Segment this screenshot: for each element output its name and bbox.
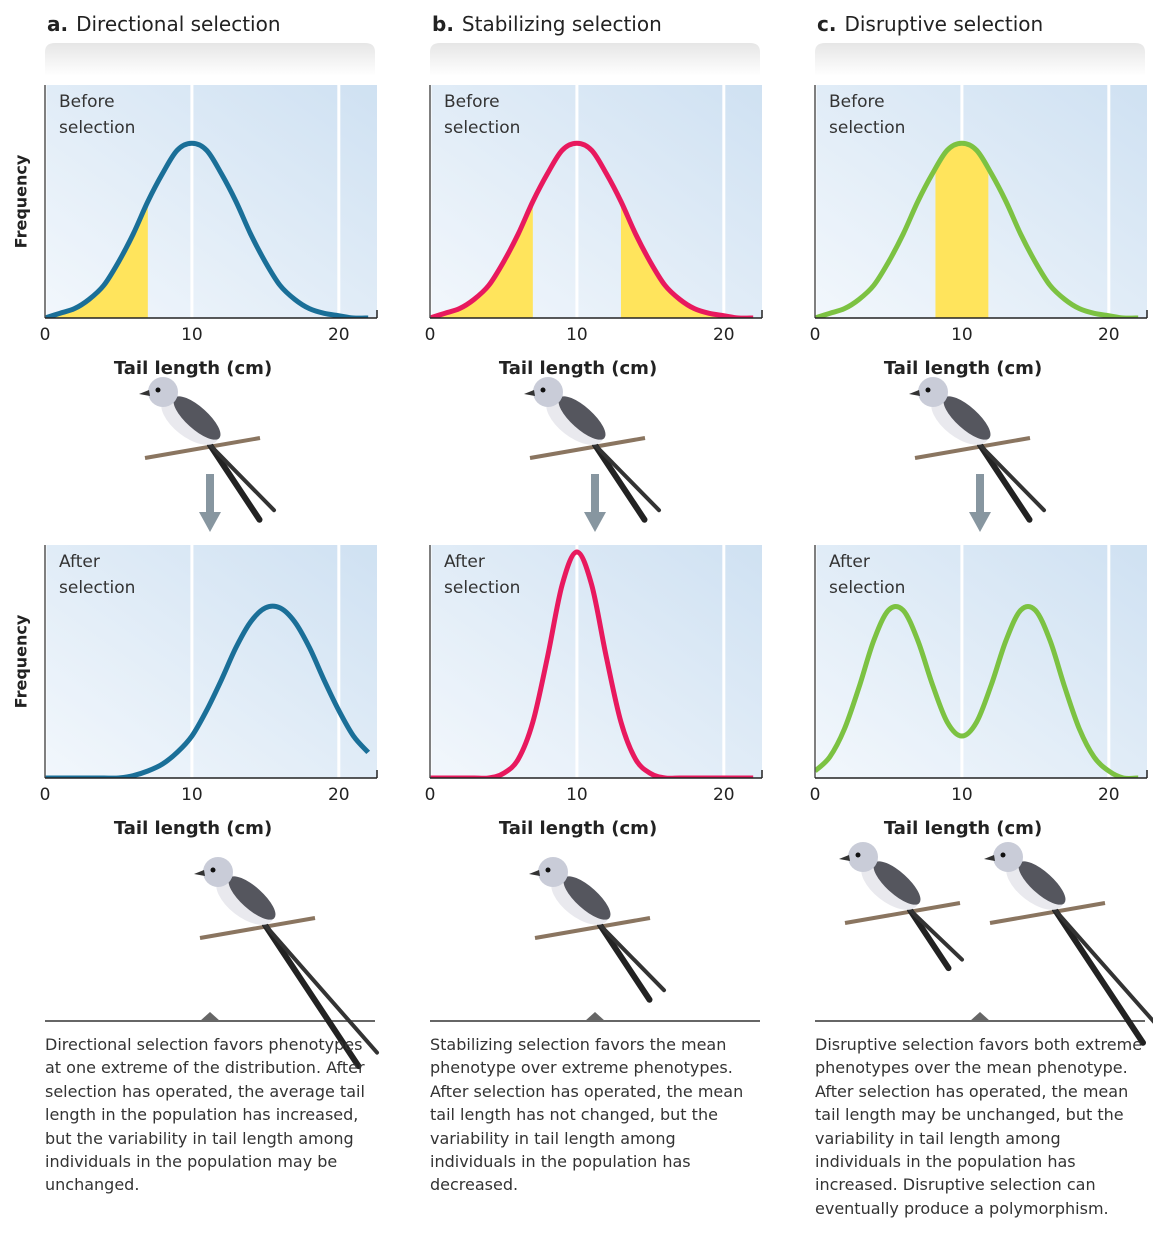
bird-beak (839, 855, 850, 861)
x-tick-label: 20 (713, 785, 735, 805)
bird-eye (546, 868, 551, 873)
x-tick-label: 20 (1098, 785, 1120, 805)
bird-eye (156, 388, 161, 393)
x-tick-label: 20 (713, 325, 735, 345)
header-bar (815, 43, 1145, 76)
x-axis-label: Tail length (cm) (499, 358, 657, 379)
panel-state-label: Before selection (444, 89, 544, 141)
y-axis-label: Frequency (12, 154, 31, 248)
panel-letter: b. (432, 12, 454, 36)
bird-head (148, 377, 178, 407)
bird (984, 842, 1153, 1043)
caption: Stabilizing selection favors the mean ph… (430, 1033, 765, 1197)
panel-letter: c. (817, 12, 836, 36)
x-axis-label: Tail length (cm) (499, 818, 657, 839)
x-axis-label: Tail length (cm) (114, 358, 272, 379)
bird-head (993, 842, 1023, 872)
figure: a. Directional selection b. Stabilizing sel… (0, 0, 1153, 1255)
panel-state-label: Before selection (829, 89, 929, 141)
x-axis-label: Tail length (cm) (114, 818, 272, 839)
bird-tail (1055, 910, 1153, 1030)
bird-beak (529, 870, 540, 876)
bird-eye (926, 388, 931, 393)
x-tick-label: 0 (810, 785, 821, 805)
bird-beak (139, 390, 150, 396)
x-tick-label: 0 (425, 325, 436, 345)
x-tick-label: 0 (40, 325, 51, 345)
bird-tail (210, 445, 260, 520)
panel-letter: a. (47, 12, 68, 36)
bird-tail (210, 445, 274, 510)
caption: Directional selection favors phenotypes … (45, 1033, 380, 1197)
x-tick-label: 10 (566, 785, 588, 805)
panel-title-text: Stabilizing selection (462, 12, 662, 36)
arrow (199, 474, 221, 532)
bird (529, 857, 664, 1000)
panel-state-label: After selection (59, 549, 159, 601)
x-tick-label: 10 (566, 325, 588, 345)
bird-tail (980, 445, 1044, 510)
arrow (584, 474, 606, 532)
x-axis-label: Tail length (cm) (884, 358, 1042, 379)
bird (839, 842, 962, 968)
arrow (969, 474, 991, 532)
selected-region (935, 143, 988, 318)
x-axis-label: Tail length (cm) (884, 818, 1042, 839)
bird-tail (595, 445, 645, 520)
callout-marker (585, 1012, 605, 1021)
header-bar (430, 43, 760, 76)
bird-tail (600, 925, 650, 1000)
bird-tail (595, 445, 659, 510)
panel-state-label: After selection (829, 549, 929, 601)
callout-marker (200, 1012, 220, 1021)
bird-beak (194, 870, 205, 876)
header-bar (45, 43, 375, 76)
caption: Disruptive selection favors both extreme… (815, 1033, 1150, 1220)
x-tick-label: 10 (181, 785, 203, 805)
x-tick-label: 20 (328, 785, 350, 805)
panel-title: a. Directional selection (47, 12, 281, 36)
bird-eye (1001, 853, 1006, 858)
panel-title: c. Disruptive selection (817, 12, 1043, 36)
bird-eye (211, 868, 216, 873)
x-tick-label: 10 (951, 785, 973, 805)
bird-head (918, 377, 948, 407)
bird-tail (980, 445, 1030, 520)
bird-tail (600, 925, 664, 990)
bird-head (538, 857, 568, 887)
panel-title: b. Stabilizing selection (432, 12, 662, 36)
panel-state-label: After selection (444, 549, 544, 601)
x-tick-label: 20 (328, 325, 350, 345)
bird-tail (1055, 910, 1143, 1043)
x-tick-label: 10 (181, 325, 203, 345)
panel-state-label: Before selection (59, 89, 159, 141)
x-tick-label: 20 (1098, 325, 1120, 345)
bird-beak (984, 855, 995, 861)
bird-beak (909, 390, 920, 396)
panel-title-text: Disruptive selection (844, 12, 1043, 36)
bird-head (533, 377, 563, 407)
x-tick-label: 10 (951, 325, 973, 345)
callout-marker (970, 1012, 990, 1021)
x-tick-label: 0 (810, 325, 821, 345)
x-tick-label: 0 (425, 785, 436, 805)
bird-eye (856, 853, 861, 858)
bird-beak (524, 390, 535, 396)
y-axis-label: Frequency (12, 614, 31, 708)
x-tick-label: 0 (40, 785, 51, 805)
bird-head (203, 857, 233, 887)
bird-eye (541, 388, 546, 393)
panel-title-text: Directional selection (76, 12, 280, 36)
bird-head (848, 842, 878, 872)
